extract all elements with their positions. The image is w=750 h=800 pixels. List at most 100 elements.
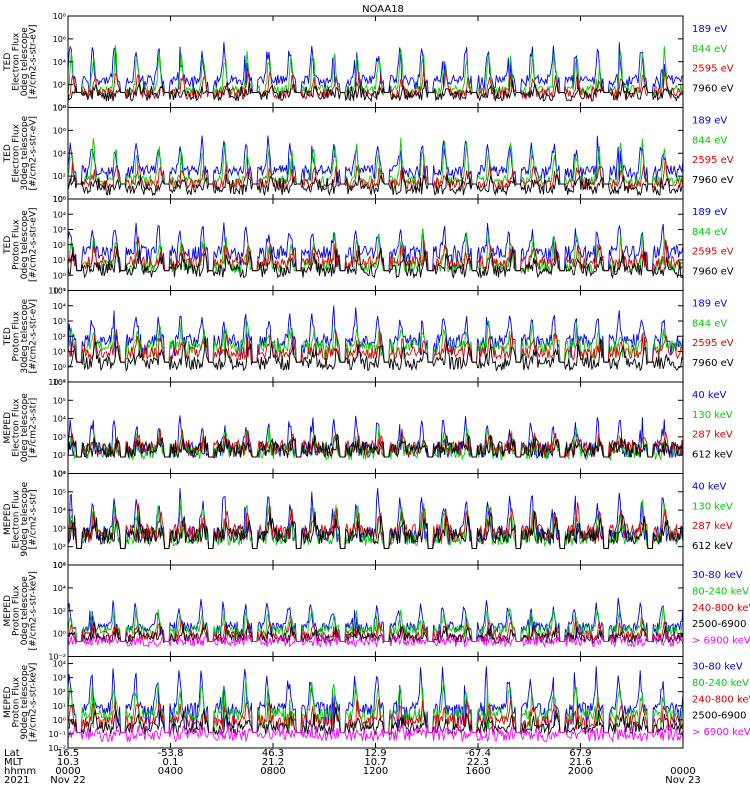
y-axis-label: 30deg telescope bbox=[20, 115, 30, 190]
y-tick-label: 10² bbox=[53, 688, 66, 697]
legend-label: 30-80 keV bbox=[692, 570, 743, 581]
y-tick-label: 10⁸ bbox=[53, 12, 66, 21]
series-line-7960-eV bbox=[68, 338, 683, 372]
y-tick-label: 10⁰ bbox=[53, 195, 66, 204]
series-line-7960-eV bbox=[68, 170, 683, 197]
x-tick-label: -53.8 bbox=[158, 748, 184, 759]
x-tick-label: 10.7 bbox=[364, 757, 386, 768]
y-tick-label: 10⁴ bbox=[53, 302, 66, 311]
y-axis-label: Proton Flux bbox=[12, 585, 22, 636]
y-tick-label: 10⁴ bbox=[53, 660, 66, 669]
y-axis-label: [#/cm2-s-str-eV] bbox=[29, 116, 39, 191]
x-tick-label: 0.1 bbox=[163, 757, 179, 768]
x-tick-label: 21.6 bbox=[569, 757, 591, 768]
legend-label: 189 eV bbox=[692, 24, 727, 35]
legend-label: 240-800 keV bbox=[692, 694, 750, 705]
series-line-844-eV bbox=[68, 228, 683, 275]
y-tick-label: 10⁴ bbox=[53, 584, 66, 593]
legend-label: 612 keV bbox=[692, 450, 733, 461]
y-axis-label: 0deg telescope bbox=[20, 210, 30, 280]
y-axis-label: [#/cm2-s-str-eV] bbox=[29, 207, 39, 282]
y-tick-label: 10⁴ bbox=[53, 58, 66, 67]
x-row-label: 2021 bbox=[4, 775, 29, 786]
y-axis-label: [#/cm2-s-str-eV] bbox=[29, 24, 39, 99]
legend-label: > 6900 keV bbox=[692, 635, 750, 646]
x-tick-label: 2000 bbox=[568, 766, 593, 777]
panel-4-data bbox=[68, 305, 683, 372]
x-row-label: hhmm bbox=[4, 766, 36, 777]
panel-3-data bbox=[68, 222, 683, 280]
legend-label: 612 keV bbox=[692, 541, 733, 552]
y-tick-label: 10² bbox=[53, 332, 66, 341]
y-tick-label: 10⁰ bbox=[53, 271, 66, 280]
y-tick-label: 10⁴ bbox=[53, 149, 66, 158]
series-line-30-80-keV bbox=[68, 597, 683, 643]
x-tick-label: 12.9 bbox=[364, 748, 386, 759]
legend-label: 287 keV bbox=[692, 521, 733, 532]
y-axis-label: 0deg telescope bbox=[20, 393, 30, 463]
y-tick-label: 10¹ bbox=[53, 561, 66, 570]
legend-label: 130 keV bbox=[692, 410, 733, 421]
y-tick-label: 10⁻² bbox=[48, 653, 66, 662]
series-line-2500-6900 bbox=[68, 707, 683, 736]
y-axis-label: 30deg telescope bbox=[20, 298, 30, 373]
series-line-2500-6900 bbox=[68, 622, 683, 645]
y-tick-label: 10² bbox=[53, 241, 66, 250]
legend-label: 189 eV bbox=[692, 207, 727, 218]
y-tick-label: 10¹ bbox=[53, 702, 66, 711]
legend-label: 2500-6900 bbox=[692, 619, 747, 630]
x-tick-label: -67.4 bbox=[465, 748, 491, 759]
legend-label: 40 keV bbox=[692, 390, 726, 401]
y-axis-label: 90deg telescope bbox=[20, 481, 30, 556]
y-tick-label: 10⁵ bbox=[53, 396, 66, 405]
y-axis-label: Proton Flux bbox=[12, 310, 22, 361]
y-tick-label: 10⁻² bbox=[48, 744, 66, 753]
panel-frame bbox=[67, 381, 684, 474]
y-tick-label: 10⁴ bbox=[53, 415, 66, 424]
x-tick-label: 67.9 bbox=[569, 748, 591, 759]
legend-label: 2595 eV bbox=[692, 247, 734, 258]
y-axis-label: [#/cm2-s-str-eV] bbox=[29, 299, 39, 374]
series-line-7960-eV bbox=[68, 245, 683, 280]
legend-label: 844 eV bbox=[692, 44, 727, 55]
y-axis-label: TED bbox=[3, 236, 13, 255]
y-axis-label: TED bbox=[3, 53, 13, 72]
y-axis-label: Proton Flux bbox=[12, 219, 22, 270]
y-tick-label: 10¹ bbox=[53, 470, 66, 479]
y-axis-label: TED bbox=[3, 327, 13, 346]
panel-7-data bbox=[68, 597, 683, 649]
y-axis-label: [#/cm2-s-str] bbox=[29, 489, 39, 549]
y-tick-label: 10¹ bbox=[53, 256, 66, 265]
y-tick-label: 10⁶ bbox=[53, 126, 66, 135]
y-tick-label: 10⁵ bbox=[53, 287, 66, 296]
series-line-189-eV bbox=[68, 222, 683, 272]
series-line-612-keV bbox=[68, 433, 683, 459]
y-tick-label: 10³ bbox=[53, 317, 66, 326]
y-tick-label: 10⁻¹ bbox=[48, 378, 66, 387]
series-line-30-80-keV bbox=[68, 666, 683, 733]
y-tick-label: 10⁶ bbox=[53, 378, 66, 387]
y-axis-label: MEPED bbox=[3, 595, 13, 627]
y-axis-label: Electron Flux bbox=[12, 123, 22, 182]
y-axis-label: 0deg telescope bbox=[20, 27, 30, 97]
series-line-240-800-keV bbox=[68, 698, 683, 733]
y-tick-label: 10⁸ bbox=[53, 104, 66, 113]
series-line-612-keV bbox=[68, 510, 683, 549]
legend-label: 130 keV bbox=[692, 501, 733, 512]
y-axis-label: Electron Flux bbox=[12, 398, 22, 457]
legend-label: 7960 eV bbox=[692, 175, 734, 186]
legend-label: 2500-6900 bbox=[692, 711, 747, 722]
series-line-7960-eV bbox=[68, 80, 683, 103]
y-axis-label: 0deg telescope bbox=[20, 576, 30, 646]
y-tick-label: 10² bbox=[53, 451, 66, 460]
series-line-189-eV bbox=[68, 135, 683, 185]
x-tick-label: 0400 bbox=[158, 766, 183, 777]
x-tick-label: 46.3 bbox=[262, 748, 284, 759]
x-tick-label: 1200 bbox=[363, 766, 388, 777]
series-line--6900-keV bbox=[68, 723, 683, 744]
